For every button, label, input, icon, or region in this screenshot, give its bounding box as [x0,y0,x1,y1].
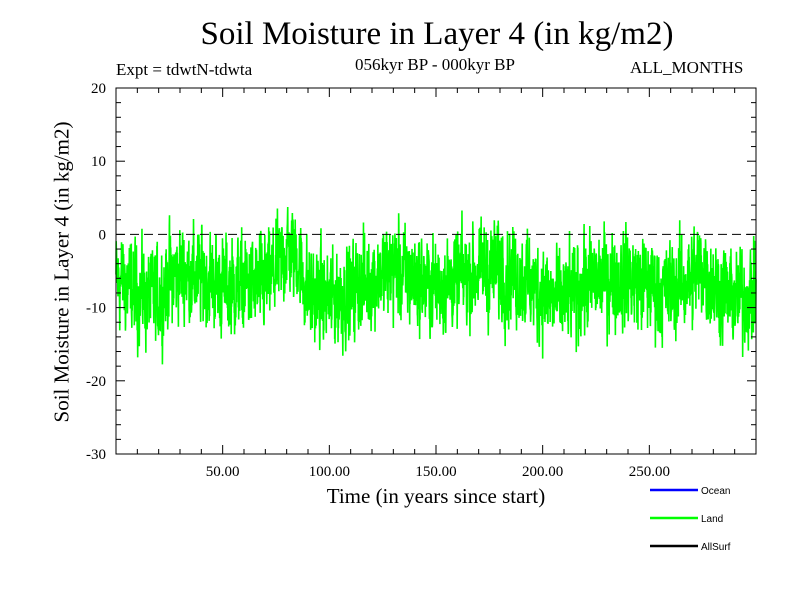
x-tick-label: 150.00 [415,464,456,480]
y-tick-label: 20 [91,81,106,97]
legend-label-ocean: Ocean [701,486,730,497]
y-tick-label: 0 [99,227,107,243]
legend-label-allsurf: AllSurf [701,542,731,553]
land-series-layer [115,206,757,365]
x-tick-label: 50.00 [206,464,240,480]
legend-label-land: Land [701,514,723,525]
y-axis-title: Soil Moisture in Layer 4 (in kg/m2) [49,121,74,423]
legend: Ocean Land AllSurf [650,486,731,553]
land-series-line [115,206,757,365]
x-tick-label: 100.00 [309,464,350,480]
chart-title: Soil Moisture in Layer 4 (in kg/m2) [200,16,674,52]
y-tick-label: 10 [91,154,106,170]
axis-ticks [116,87,756,455]
months-label: ALL_MONTHS [630,58,744,77]
x-tick-label: 200.00 [522,464,563,480]
experiment-label: Expt = tdwtN-tdwta [116,60,253,79]
x-tick-labels: 50.00 100.00 150.00 200.00 250.00 [206,464,670,480]
y-tick-label: -10 [86,301,106,317]
y-tick-labels: 20 10 0 -10 -20 -30 [86,81,106,463]
x-axis-title: Time (in years since start) [326,484,546,508]
x-tick-label: 250.00 [629,464,670,480]
period-label: 056kyr BP - 000kyr BP [355,55,515,74]
y-tick-label: -20 [86,374,106,390]
y-tick-label: -30 [86,447,106,463]
